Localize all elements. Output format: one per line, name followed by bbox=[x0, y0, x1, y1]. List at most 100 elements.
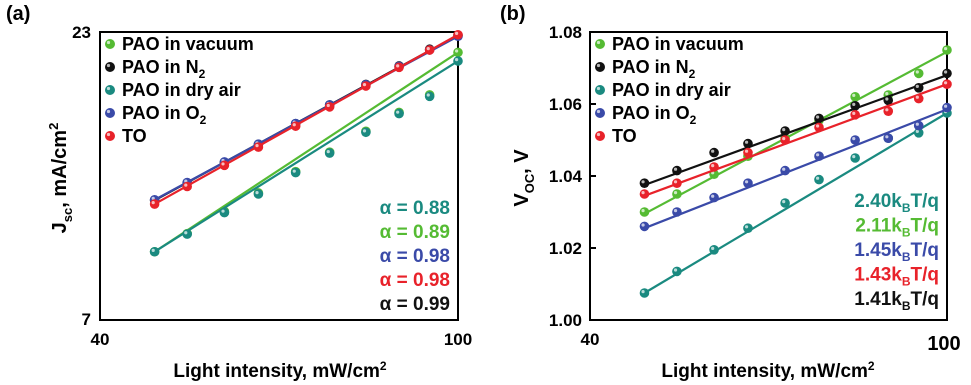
panel-a-point-to bbox=[219, 160, 230, 171]
panel-b-xtick-100: 100 bbox=[927, 333, 960, 355]
panel-a-point-to bbox=[424, 45, 435, 55]
panel-b-slope-label: 2.40kBT/q bbox=[854, 191, 939, 215]
panel-b-point-pao-in-dry-air bbox=[743, 223, 753, 233]
panel-b-point-to bbox=[883, 106, 894, 116]
panel-b-ylabel-rest: , V bbox=[511, 149, 533, 174]
panel-b-point-pao-in-vacuum bbox=[850, 92, 860, 102]
panel-b-point-pao-in-o2 bbox=[883, 133, 894, 143]
panel-b-point-highlight bbox=[641, 290, 645, 294]
panel-b-point-highlight bbox=[641, 180, 645, 184]
panel-b-point-highlight bbox=[744, 140, 749, 144]
panel-b-legend-marker-highlight bbox=[596, 109, 601, 114]
panel-b-point-pao-in-o2 bbox=[743, 178, 753, 188]
panel-b-point-pao-in-n2 bbox=[814, 113, 824, 124]
panel-b-fit-line-to bbox=[644, 83, 948, 197]
panel-a-legend-label: PAO in vacuum bbox=[122, 34, 254, 54]
panel-b-legend-marker bbox=[595, 108, 605, 118]
panel-b-point-highlight bbox=[673, 167, 678, 171]
panel-a-legend-marker bbox=[105, 62, 115, 72]
panel-b-slope-labels: 2.40kBT/q2.11kBT/q1.45kBT/q1.43kBT/q1.41… bbox=[854, 191, 939, 313]
panel-b-fit-line-pao-in-o2 bbox=[644, 108, 948, 230]
panel-a-point-highlight bbox=[396, 110, 400, 114]
panel-a-point-highlight bbox=[151, 201, 155, 205]
panel-b-ylabel-main: V bbox=[511, 193, 533, 207]
panel-a-point-highlight bbox=[184, 231, 188, 235]
panel-b-point-highlight bbox=[711, 194, 715, 198]
panel-b-legend-marker bbox=[595, 39, 605, 49]
panel-b-legend-label: PAO in dry air bbox=[612, 80, 731, 100]
panel-b-point-highlight bbox=[744, 225, 749, 229]
panel-b-point-pao-in-vacuum bbox=[913, 68, 924, 79]
panel-b-slope-label: 1.41kBT/q bbox=[854, 289, 939, 313]
panel-b-xlabel: Light intensity, mW/cm2 bbox=[661, 359, 875, 382]
panel-a-slope-label: α = 0.98 bbox=[380, 270, 450, 291]
panel-b-point-highlight bbox=[641, 223, 645, 227]
panel-a-xlabel-sup: 2 bbox=[380, 359, 387, 373]
panel-b-point-pao-in-o2 bbox=[709, 192, 719, 203]
panel-b-point-pao-in-n2 bbox=[672, 165, 682, 176]
panel-a-point-to bbox=[361, 81, 371, 91]
panel-b-ytick-label: 1.08 bbox=[549, 23, 582, 42]
panel-a-fit-line-to bbox=[154, 33, 459, 206]
panel-b-yticks: 1.00 1.02 1.04 1.06 1.08 bbox=[549, 23, 596, 330]
panel-b-point-to bbox=[709, 162, 719, 172]
panel-b-ylabel: VOC, V bbox=[511, 149, 537, 207]
panel-b-point-highlight bbox=[944, 47, 948, 51]
panel-b-point-pao-in-dry-air bbox=[639, 288, 650, 298]
panel-a-legend-label: PAO in N2 bbox=[122, 57, 206, 81]
panel-b-legend-label: PAO in vacuum bbox=[612, 34, 744, 54]
panel-b-point-pao-in-dry-air bbox=[850, 153, 860, 163]
panel-b-point-highlight bbox=[915, 129, 919, 133]
panel-b-point-pao-in-n2 bbox=[850, 101, 860, 111]
panel-b-point-highlight bbox=[915, 122, 919, 126]
panel-b-point-highlight bbox=[915, 95, 919, 99]
panel-a-point-pao-in-dry-air bbox=[361, 127, 371, 138]
panel-a-ylabel-sup: 2 bbox=[46, 123, 61, 130]
panel-b-point-to bbox=[850, 110, 860, 120]
panel-b-point-highlight bbox=[944, 81, 948, 85]
panel-b-point-to bbox=[743, 147, 753, 158]
panel-b-point-highlight bbox=[885, 97, 889, 101]
panel-b-point-pao-in-vacuum bbox=[942, 45, 952, 55]
panel-b-point-pao-in-o2 bbox=[639, 221, 650, 232]
panel-b-point-highlight bbox=[641, 191, 645, 195]
panel-a-plot-frame bbox=[99, 31, 459, 321]
panel-b-xlabel-main: Light intensity, mW/cm bbox=[661, 361, 868, 382]
panel-b-legend-marker bbox=[595, 85, 605, 95]
panel-a-ylabel-sub: sc bbox=[60, 208, 75, 222]
panel-a-point-pao-in-dry-air bbox=[290, 167, 301, 178]
panel-a-point-highlight bbox=[362, 129, 367, 133]
panel-b-point-highlight bbox=[782, 128, 786, 132]
panel-b-point-highlight bbox=[816, 115, 820, 119]
panel-a-point-to bbox=[394, 62, 404, 73]
panel-b-xtick-40: 40 bbox=[581, 330, 600, 349]
panel-a-point-pao-in-dry-air bbox=[453, 56, 463, 66]
panel-b-point-highlight bbox=[673, 209, 678, 213]
panel-a-point-highlight bbox=[426, 93, 430, 97]
panel-a-label: (a) bbox=[6, 3, 30, 25]
panel-b-legend-marker bbox=[595, 62, 605, 72]
panel-b-point-pao-in-n2 bbox=[639, 178, 650, 188]
panel-a-point-pao-in-dry-air bbox=[253, 189, 264, 199]
panel-a-point-highlight bbox=[255, 144, 259, 148]
panel-b-slope-label: 2.11kBT/q bbox=[855, 216, 939, 240]
panel-b-ytick-label: 1.00 bbox=[549, 311, 582, 330]
panel-a-legend-marker-highlight bbox=[106, 132, 111, 137]
panel-b-fit-line-pao-in-dry-air bbox=[643, 112, 948, 294]
panel-a-legend-marker bbox=[105, 39, 115, 49]
panel-a-legend-label: PAO in O2 bbox=[122, 103, 207, 127]
panel-a-point-highlight bbox=[292, 169, 296, 173]
panel-a-point-highlight bbox=[221, 209, 225, 213]
panel-a-legend-label: PAO in dry air bbox=[122, 80, 241, 100]
panel-a-legend-marker-highlight bbox=[106, 63, 111, 68]
panel-b-ytick-label: 1.06 bbox=[549, 95, 582, 114]
panel-a-ytick-top: 23 bbox=[72, 23, 91, 42]
panel-b-point-highlight bbox=[711, 149, 715, 153]
panel-b-point-pao-in-o2 bbox=[672, 207, 682, 217]
panel-b-point-highlight bbox=[744, 149, 749, 153]
panel-a-point-to bbox=[149, 199, 160, 209]
panel-a: (a) 23 7 40 100 Light intensity, mW/cm2 … bbox=[6, 3, 472, 382]
